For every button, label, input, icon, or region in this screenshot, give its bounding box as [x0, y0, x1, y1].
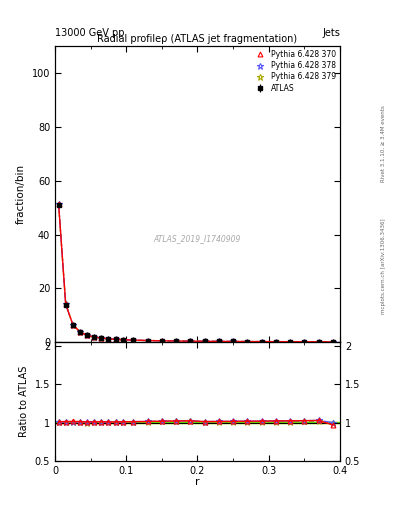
- Pythia 6.428 379: [288, 338, 292, 345]
- Pythia 6.428 378: [302, 338, 307, 345]
- Line: Pythia 6.428 370: Pythia 6.428 370: [56, 201, 335, 345]
- Pythia 6.428 379: [85, 332, 90, 338]
- Pythia 6.428 379: [160, 338, 164, 344]
- Y-axis label: Ratio to ATLAS: Ratio to ATLAS: [19, 366, 29, 437]
- Text: Jets: Jets: [322, 28, 340, 38]
- Pythia 6.428 370: [316, 339, 321, 345]
- Pythia 6.428 378: [331, 339, 335, 345]
- Pythia 6.428 370: [106, 336, 111, 342]
- Pythia 6.428 378: [70, 322, 75, 328]
- Pythia 6.428 378: [274, 338, 278, 345]
- Pythia 6.428 378: [120, 337, 125, 343]
- Pythia 6.428 379: [217, 338, 221, 345]
- Text: Rivet 3.1.10, ≥ 3.4M events: Rivet 3.1.10, ≥ 3.4M events: [381, 105, 386, 182]
- Pythia 6.428 370: [259, 338, 264, 345]
- Pythia 6.428 378: [288, 338, 292, 345]
- Pythia 6.428 378: [85, 332, 90, 338]
- Pythia 6.428 378: [145, 337, 150, 344]
- Title: Radial profileρ (ATLAS jet fragmentation): Radial profileρ (ATLAS jet fragmentation…: [97, 34, 298, 44]
- Pythia 6.428 378: [63, 301, 68, 307]
- Pythia 6.428 370: [160, 338, 164, 344]
- Pythia 6.428 378: [99, 335, 104, 341]
- Pythia 6.428 370: [302, 338, 307, 345]
- Pythia 6.428 379: [63, 301, 68, 307]
- Pythia 6.428 378: [231, 338, 235, 345]
- Pythia 6.428 379: [202, 338, 207, 345]
- Text: 13000 GeV pp: 13000 GeV pp: [55, 28, 125, 38]
- Pythia 6.428 378: [131, 337, 136, 343]
- Pythia 6.428 378: [174, 338, 178, 344]
- Pythia 6.428 379: [145, 337, 150, 344]
- Pythia 6.428 370: [231, 338, 235, 345]
- Pythia 6.428 370: [274, 338, 278, 345]
- Pythia 6.428 378: [92, 334, 97, 340]
- Pythia 6.428 370: [174, 338, 178, 344]
- Pythia 6.428 370: [56, 201, 61, 207]
- Pythia 6.428 379: [56, 201, 61, 207]
- Pythia 6.428 370: [331, 339, 335, 345]
- Line: Pythia 6.428 378: Pythia 6.428 378: [55, 201, 336, 345]
- Pythia 6.428 379: [113, 336, 118, 343]
- Y-axis label: fraction/bin: fraction/bin: [16, 164, 26, 224]
- Pythia 6.428 370: [217, 338, 221, 345]
- Pythia 6.428 378: [113, 336, 118, 343]
- Pythia 6.428 378: [188, 338, 193, 344]
- Pythia 6.428 370: [63, 301, 68, 307]
- Pythia 6.428 379: [70, 322, 75, 328]
- Pythia 6.428 378: [316, 339, 321, 345]
- Pythia 6.428 370: [120, 337, 125, 343]
- Legend: Pythia 6.428 370, Pythia 6.428 378, Pythia 6.428 379, ATLAS: Pythia 6.428 370, Pythia 6.428 378, Pyth…: [250, 48, 338, 94]
- Text: mcplots.cern.ch [arXiv:1306.3436]: mcplots.cern.ch [arXiv:1306.3436]: [381, 219, 386, 314]
- Pythia 6.428 378: [106, 336, 111, 342]
- Pythia 6.428 378: [77, 329, 82, 335]
- Pythia 6.428 370: [113, 336, 118, 343]
- Pythia 6.428 370: [85, 332, 90, 338]
- Pythia 6.428 378: [259, 338, 264, 345]
- Pythia 6.428 379: [231, 338, 235, 345]
- Pythia 6.428 370: [131, 337, 136, 343]
- Pythia 6.428 370: [99, 335, 104, 341]
- X-axis label: r: r: [195, 477, 200, 487]
- Pythia 6.428 378: [202, 338, 207, 345]
- Pythia 6.428 378: [160, 338, 164, 344]
- Pythia 6.428 370: [77, 329, 82, 335]
- Pythia 6.428 379: [106, 336, 111, 342]
- Pythia 6.428 378: [217, 338, 221, 345]
- Pythia 6.428 379: [99, 335, 104, 341]
- Pythia 6.428 370: [245, 338, 250, 345]
- Pythia 6.428 379: [131, 337, 136, 343]
- Pythia 6.428 379: [331, 339, 335, 345]
- Pythia 6.428 370: [202, 338, 207, 345]
- Pythia 6.428 379: [302, 339, 307, 345]
- Pythia 6.428 370: [288, 338, 292, 345]
- Line: Pythia 6.428 379: Pythia 6.428 379: [55, 201, 336, 345]
- Pythia 6.428 379: [274, 338, 278, 345]
- Pythia 6.428 379: [77, 329, 82, 335]
- Pythia 6.428 379: [245, 338, 250, 345]
- Pythia 6.428 370: [70, 322, 75, 328]
- Pythia 6.428 370: [145, 337, 150, 344]
- Pythia 6.428 378: [245, 338, 250, 345]
- Pythia 6.428 370: [188, 338, 193, 344]
- Text: ATLAS_2019_I1740909: ATLAS_2019_I1740909: [154, 234, 241, 243]
- Pythia 6.428 370: [92, 334, 97, 340]
- Pythia 6.428 379: [259, 338, 264, 345]
- Pythia 6.428 379: [174, 338, 178, 344]
- Pythia 6.428 378: [56, 201, 61, 207]
- Pythia 6.428 379: [188, 338, 193, 344]
- Pythia 6.428 379: [316, 339, 321, 345]
- Pythia 6.428 379: [120, 337, 125, 343]
- Pythia 6.428 379: [92, 334, 97, 340]
